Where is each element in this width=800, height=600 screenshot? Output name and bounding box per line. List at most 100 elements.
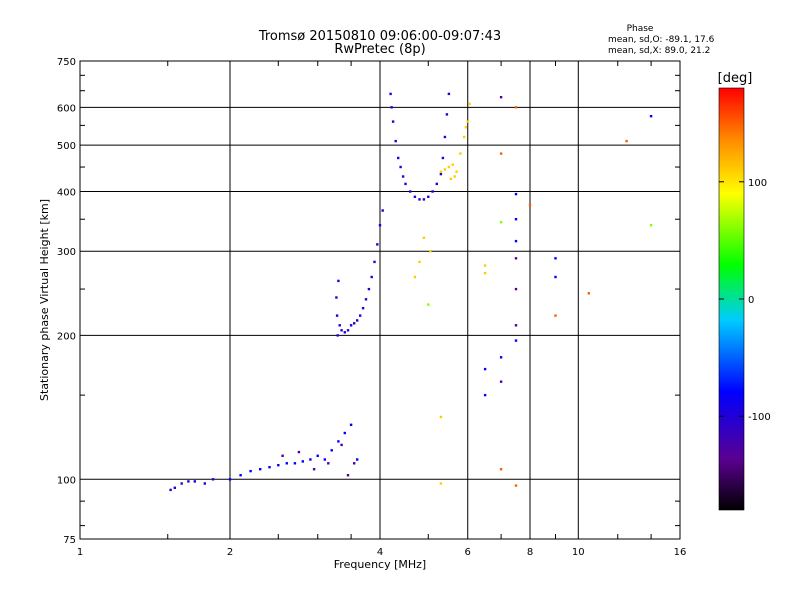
data-point (340, 329, 343, 332)
data-points (169, 92, 653, 492)
plot-frame (79, 60, 681, 540)
data-point (441, 156, 445, 160)
data-point (514, 192, 518, 196)
data-point (285, 462, 288, 465)
y-tick-label: 200 (57, 331, 76, 342)
data-point (309, 458, 312, 461)
y-tick-label: 750 (57, 57, 76, 68)
data-point (514, 287, 518, 291)
data-point (376, 243, 379, 246)
data-point (349, 423, 353, 426)
data-point (316, 454, 319, 457)
data-point (418, 198, 421, 201)
y-tick-label: 100 (57, 475, 76, 486)
data-point (453, 175, 456, 178)
y-tick-label: 500 (57, 141, 76, 152)
data-point (443, 168, 447, 171)
data-point (483, 271, 487, 275)
data-point (293, 462, 297, 465)
data-point (323, 458, 326, 461)
data-point (337, 279, 340, 283)
data-point (338, 324, 341, 327)
data-point (346, 474, 350, 477)
data-point (447, 92, 451, 96)
grid-lines (80, 61, 680, 539)
data-point (390, 106, 393, 109)
data-point (483, 367, 487, 371)
data-point (281, 454, 284, 457)
data-point (455, 170, 458, 173)
data-point (528, 203, 532, 207)
data-point (447, 165, 451, 169)
data-point (462, 135, 466, 139)
data-point (203, 482, 206, 485)
data-point (499, 468, 503, 471)
data-point (514, 218, 518, 221)
data-point (340, 443, 343, 447)
data-point (554, 275, 557, 279)
data-point (439, 482, 443, 485)
data-point (389, 92, 392, 96)
chart-title: Tromsø 20150810 09:06:00-09:07:43 (258, 29, 501, 44)
data-point (514, 484, 518, 487)
minor-ticks (80, 61, 680, 539)
data-point (343, 431, 346, 435)
x-tick-label: 1 (77, 547, 83, 558)
data-point (427, 195, 430, 198)
data-point (514, 339, 518, 342)
data-point (468, 102, 471, 106)
y-tick-label: 600 (57, 103, 76, 114)
x-tick-label: 8 (527, 547, 533, 558)
data-point (466, 120, 469, 123)
data-point (649, 115, 653, 118)
data-point (499, 380, 503, 383)
data-point (335, 314, 339, 317)
y-tick-label: 75 (63, 535, 76, 546)
data-point (514, 257, 518, 260)
data-point (399, 165, 402, 169)
chart-subtitle: RwPretec (8p) (334, 42, 425, 57)
data-point (401, 175, 405, 178)
data-point (349, 324, 353, 327)
data-point (443, 135, 447, 139)
data-point (418, 260, 421, 264)
x-tick-label: 6 (465, 547, 471, 558)
data-point (364, 298, 368, 301)
data-point (367, 287, 371, 291)
data-point (173, 486, 176, 489)
x-axis-label: Frequency [MHz] (334, 558, 426, 571)
data-point (391, 120, 395, 123)
data-point (187, 480, 190, 483)
data-point (625, 139, 628, 143)
data-point (409, 190, 412, 193)
data-point (312, 468, 316, 471)
data-point (422, 236, 426, 239)
colorbar-tick-label: 0 (748, 295, 754, 306)
x-tick-label: 2 (227, 547, 233, 558)
data-point (464, 126, 468, 129)
data-point (429, 250, 432, 253)
y-axis-label: Stationary phase Virtual Height [km] (38, 199, 51, 401)
data-point (397, 156, 400, 160)
data-point (268, 466, 271, 469)
data-point (373, 260, 376, 264)
data-point (451, 163, 454, 166)
y-tick-label: 400 (57, 187, 76, 198)
data-point (404, 182, 407, 186)
data-point (180, 482, 183, 485)
data-point (228, 478, 232, 481)
data-point (514, 106, 518, 109)
data-point (249, 469, 252, 473)
data-point (169, 488, 172, 492)
colorbar-ticks: 100 0 -100 (719, 178, 771, 423)
data-point (327, 462, 330, 465)
data-point (413, 195, 417, 198)
y-tick-labels: 75 100 200 300 400 500 600 750 (57, 57, 76, 546)
data-point (394, 139, 397, 143)
data-point (431, 190, 434, 193)
data-point (356, 458, 359, 461)
colorbar-tick-label: 100 (748, 178, 767, 189)
data-point (359, 314, 362, 317)
data-point (483, 393, 487, 397)
